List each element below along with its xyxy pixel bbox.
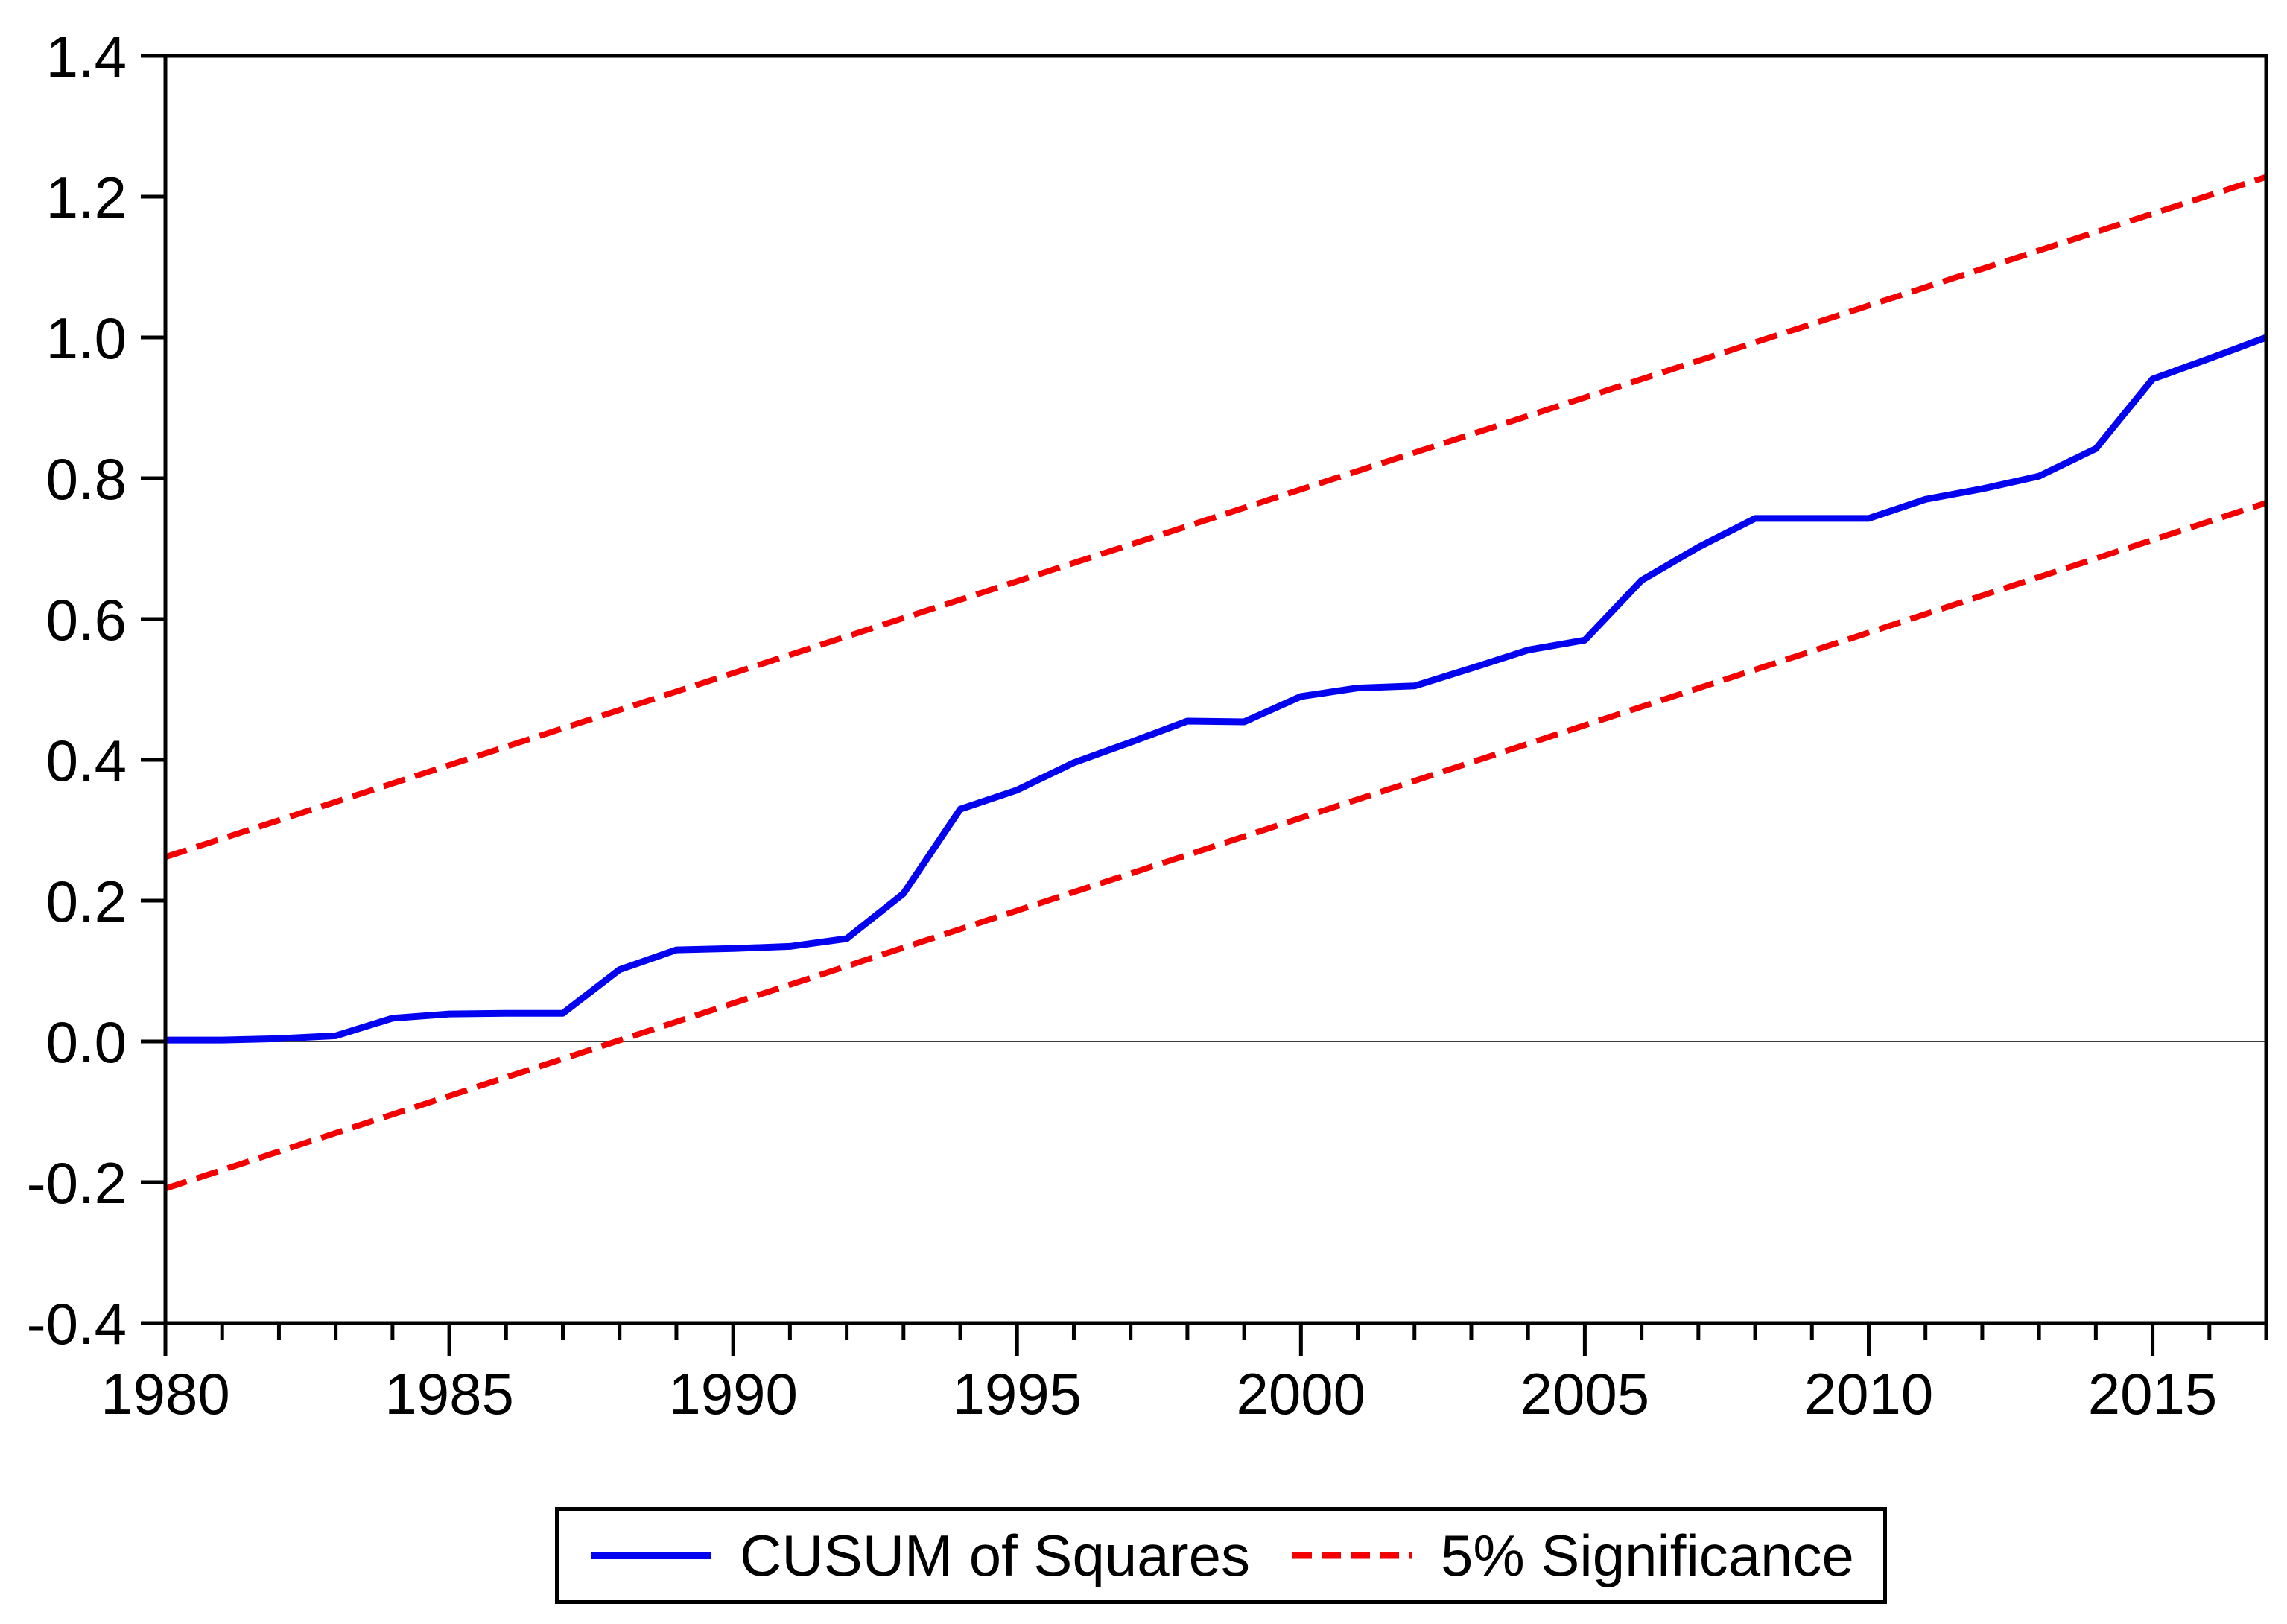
significance-upper-line xyxy=(164,174,2268,860)
y-tick-label: -0.4 xyxy=(27,1291,127,1357)
y-tick-label: 0.0 xyxy=(46,1009,127,1075)
legend-item-cusum: CUSUM of Squares xyxy=(588,1526,1250,1585)
plot-frame xyxy=(163,54,2268,1325)
significance-lower-line xyxy=(164,500,2268,1192)
x-tick-label: 1980 xyxy=(101,1361,230,1427)
y-tick-label: 0.6 xyxy=(46,587,127,653)
x-tick-label: 2015 xyxy=(2088,1361,2218,1427)
legend-item-significance: 5% Significance xyxy=(1289,1526,1854,1585)
cusum-line-sample xyxy=(591,1552,711,1559)
legend-label-cusum: CUSUM of Squares xyxy=(740,1523,1250,1588)
chart-legend: CUSUM of Squares 5% Significance xyxy=(555,1507,1887,1604)
y-tick-label: 0.2 xyxy=(46,869,127,934)
x-tick-label: 2010 xyxy=(1804,1361,1934,1427)
x-tick-label: 1985 xyxy=(384,1361,514,1427)
y-tick-label: 1.2 xyxy=(46,165,127,230)
x-tick-label: 1990 xyxy=(668,1361,798,1427)
y-tick-label: 1.0 xyxy=(46,305,127,371)
x-tick-label: 2005 xyxy=(1520,1361,1650,1427)
x-tick-label: 2000 xyxy=(1237,1361,1366,1427)
y-tick-label: 0.4 xyxy=(46,728,127,793)
y-tick-label: -0.2 xyxy=(27,1150,127,1216)
y-tick-label: 0.8 xyxy=(46,446,127,512)
cusum-squares-line xyxy=(165,334,2268,1044)
legend-label-significance: 5% Significance xyxy=(1440,1523,1854,1588)
y-tick-label: 1.4 xyxy=(46,24,127,89)
significance-line-sample xyxy=(1292,1552,1412,1559)
x-tick-label: 1995 xyxy=(952,1361,1082,1427)
